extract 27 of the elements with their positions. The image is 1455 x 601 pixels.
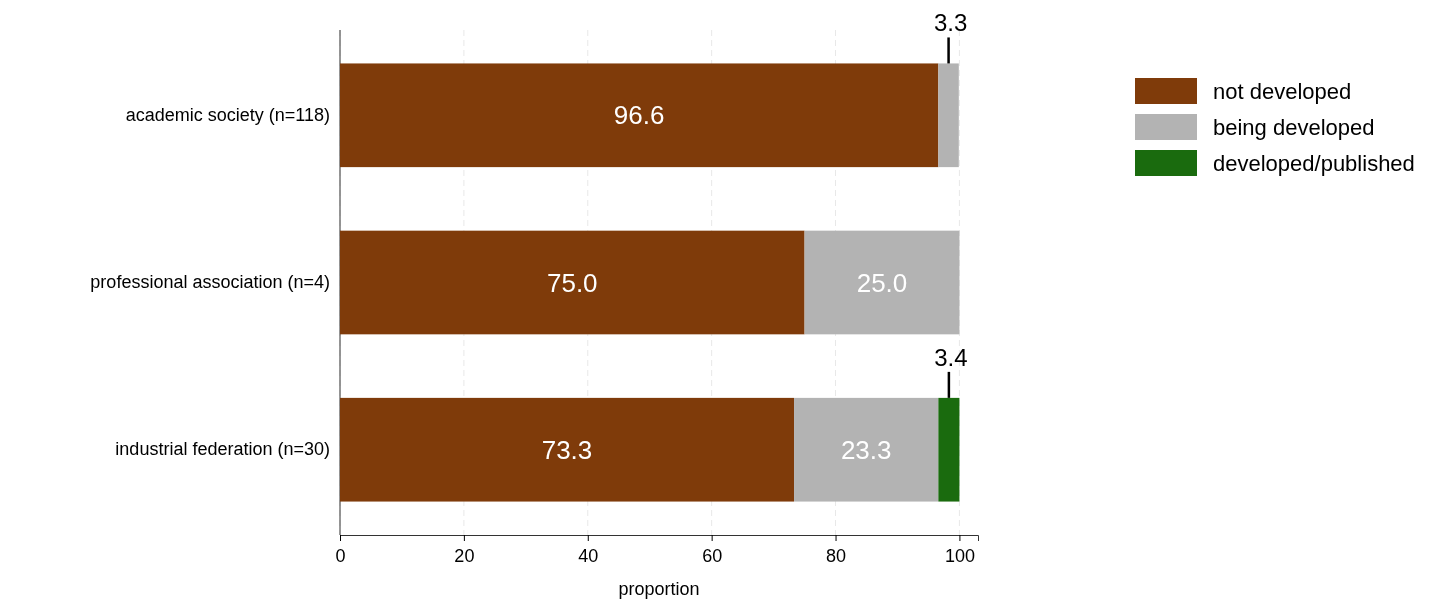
x-tick-label: 40 [578,546,599,566]
x-tick-label: 20 [454,546,475,566]
legend-label: not developed [1213,78,1352,104]
bar [340,63,939,168]
x-tick-label: 60 [702,546,723,566]
bar [340,230,805,335]
legend-label: being developed [1213,114,1375,140]
data-label: 73.3 [541,434,593,465]
data-label: 3.4 [934,343,968,371]
y-tick-label: industrial federation (n=30) [115,439,330,460]
x-tick-label: 100 [944,546,975,566]
y-tick-label: academic society (n=118) [125,105,330,126]
data-label: 75.0 [546,267,598,298]
y-tick-label: professional association (n=4) [90,272,330,293]
data-label: 25.0 [856,267,908,298]
bar [938,63,959,168]
bar [938,397,960,502]
x-axis-title: proportion [618,579,700,599]
data-label: 23.3 [840,434,892,465]
x-tick-label: 80 [826,546,847,566]
bar [340,397,795,502]
legend-label: developed/published [1213,150,1415,176]
x-tick-label: 0 [335,546,346,566]
bar [794,397,939,502]
data-label: 3.3 [933,9,968,37]
bar [804,230,960,335]
data-label: 96.6 [613,100,665,131]
